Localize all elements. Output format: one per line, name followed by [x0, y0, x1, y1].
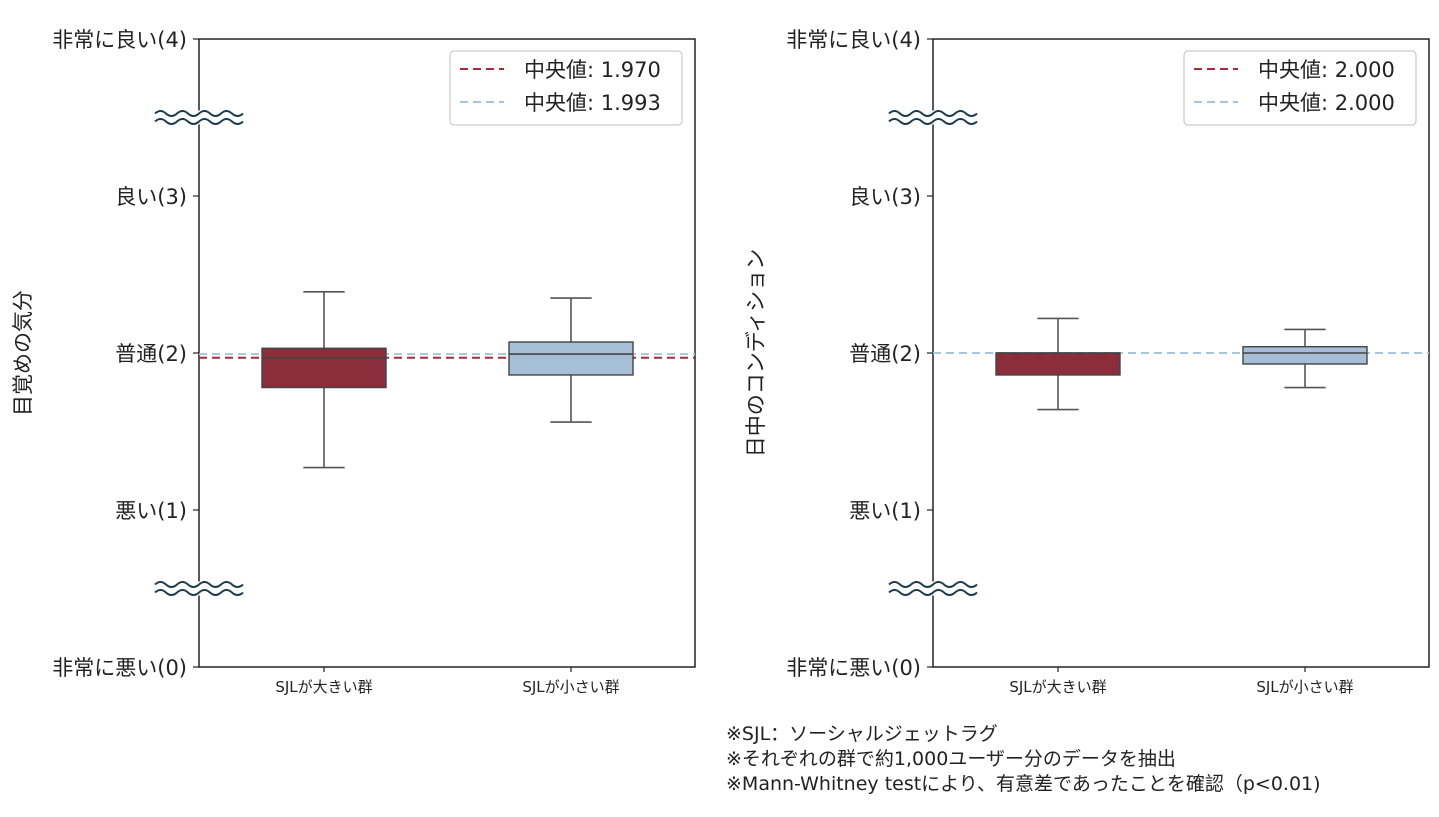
- axis-break-mark: [888, 589, 978, 596]
- legend-box: [1183, 50, 1417, 126]
- y-tick-label: 普通(2): [849, 342, 921, 366]
- footnote-sjl-definition: ※SJL：ソーシャルジェットラグ: [726, 723, 998, 745]
- y-axis-label: 日中のコンディション: [744, 249, 768, 458]
- axis-break-mark: [154, 118, 244, 125]
- legend: 中央値: 1.970 中央値: 1.993: [449, 50, 683, 126]
- footnote-sample-size: ※それぞれの群で約1,000ユーザー分のデータを抽出: [726, 748, 1176, 770]
- box-1: [995, 317, 1121, 411]
- axis-break-mark: [154, 589, 244, 596]
- box-2: [508, 297, 634, 423]
- axis-break-mark: [888, 110, 978, 117]
- legend-entry: 中央値: 2.000: [1258, 91, 1395, 115]
- legend-box: [449, 50, 683, 126]
- axis-break-mark: [154, 110, 244, 117]
- y-tick-label: 良い(3): [115, 185, 187, 209]
- y-tick-label: 非常に悪い(0): [786, 656, 921, 680]
- legend-entry: 中央値: 1.970: [524, 58, 661, 82]
- box-2: [1242, 328, 1368, 389]
- y-tick-label: 悪い(1): [849, 499, 921, 523]
- axis-break-mark: [888, 118, 978, 125]
- box-iqr: [1242, 346, 1368, 365]
- axis-break-mark: [154, 581, 244, 588]
- chart-2: 非常に良い(4) 良い(3) 普通(2) 悪い(1) 非常に悪い(0) SJLが大きい群 S…: [744, 28, 1430, 696]
- y-tick-label: 非常に良い(4): [52, 28, 187, 52]
- y-tick-label: 非常に悪い(0): [52, 656, 187, 680]
- legend: 中央値: 2.000 中央値: 2.000: [1183, 50, 1417, 126]
- x-tick-label: SJLが大きい群: [275, 678, 372, 696]
- x-tick-label: SJLが小さい群: [522, 678, 619, 696]
- box-1: [261, 290, 387, 469]
- x-tick-label: SJLが小さい群: [1256, 678, 1353, 696]
- axis-break-mark: [888, 581, 978, 588]
- box-iqr: [261, 347, 387, 389]
- y-tick-label: 良い(3): [849, 185, 921, 209]
- legend-entry: 中央値: 2.000: [1258, 58, 1395, 82]
- y-tick-label: 悪い(1): [115, 499, 187, 523]
- x-tick-label: SJLが大きい群: [1009, 678, 1106, 696]
- footnotes: ※SJL：ソーシャルジェットラグ ※それぞれの群で約1,000ユーザー分のデータ…: [726, 722, 1321, 797]
- box-iqr: [508, 341, 634, 376]
- y-tick-label: 非常に良い(4): [786, 28, 921, 52]
- legend-entry: 中央値: 1.993: [524, 91, 661, 115]
- box-iqr: [995, 352, 1121, 376]
- y-tick-label: 普通(2): [115, 342, 187, 366]
- footnote-significance: ※Mann-Whitney testにより、有意差であったことを確認（p<0.0…: [726, 773, 1321, 795]
- chart-1: 非常に良い(4) 良い(3) 普通(2) 悪い(1) 非常に悪い(0) SJLが大きい群 S…: [11, 28, 696, 696]
- y-axis-label: 目覚めの気分: [11, 290, 35, 416]
